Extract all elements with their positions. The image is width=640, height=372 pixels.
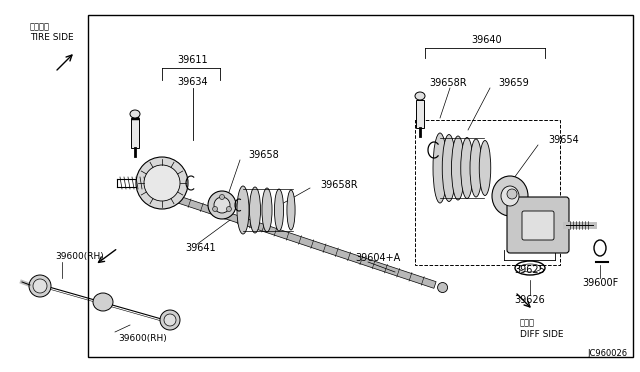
Text: 39600(RH): 39600(RH) [118,334,167,343]
Bar [415,120,560,265]
Text: 39640: 39640 [472,35,502,45]
Ellipse shape [415,92,425,100]
Text: 39658R: 39658R [320,180,358,190]
Text: 39625: 39625 [515,265,545,275]
Text: 39600F: 39600F [582,278,618,288]
Ellipse shape [287,190,295,230]
Ellipse shape [262,188,272,232]
Ellipse shape [144,165,180,201]
FancyBboxPatch shape [507,197,569,253]
Ellipse shape [29,275,51,297]
Text: 39654: 39654 [548,135,579,145]
Ellipse shape [433,133,447,203]
Ellipse shape [442,135,456,202]
Text: TIRE SIDE: TIRE SIDE [30,33,74,42]
Ellipse shape [250,187,260,233]
Text: 39658R: 39658R [429,78,467,88]
Ellipse shape [451,136,465,200]
Ellipse shape [492,176,528,216]
Ellipse shape [93,293,113,311]
Text: 39634: 39634 [178,77,208,87]
Ellipse shape [130,110,140,118]
Text: 39600(RH): 39600(RH) [55,251,104,260]
Bar [131,118,139,148]
Bar [88,15,633,357]
Ellipse shape [208,191,236,219]
Text: DIFF SIDE: DIFF SIDE [520,330,563,339]
Text: JC960026: JC960026 [588,349,628,358]
Text: 39626: 39626 [515,295,545,305]
Circle shape [212,206,218,212]
Text: 39604+A: 39604+A [355,253,400,263]
Bar [416,100,424,128]
Ellipse shape [461,138,473,199]
Ellipse shape [438,282,447,292]
Text: 39658: 39658 [248,150,279,160]
Text: タイヤ側: タイヤ側 [30,22,50,31]
Polygon shape [164,192,436,288]
FancyBboxPatch shape [522,211,554,240]
Ellipse shape [275,189,284,231]
Ellipse shape [164,314,176,326]
Text: 39641: 39641 [185,243,216,253]
Text: デフ側: デフ側 [520,318,535,327]
Circle shape [507,189,517,199]
Ellipse shape [501,186,519,206]
Text: 39659: 39659 [498,78,529,88]
Ellipse shape [470,139,482,197]
Ellipse shape [160,310,180,330]
Circle shape [220,195,225,199]
Circle shape [227,206,232,212]
Ellipse shape [479,141,491,196]
Ellipse shape [33,279,47,293]
Ellipse shape [214,197,230,213]
Text: 39611: 39611 [178,55,208,65]
Ellipse shape [237,186,249,234]
Ellipse shape [136,157,188,209]
